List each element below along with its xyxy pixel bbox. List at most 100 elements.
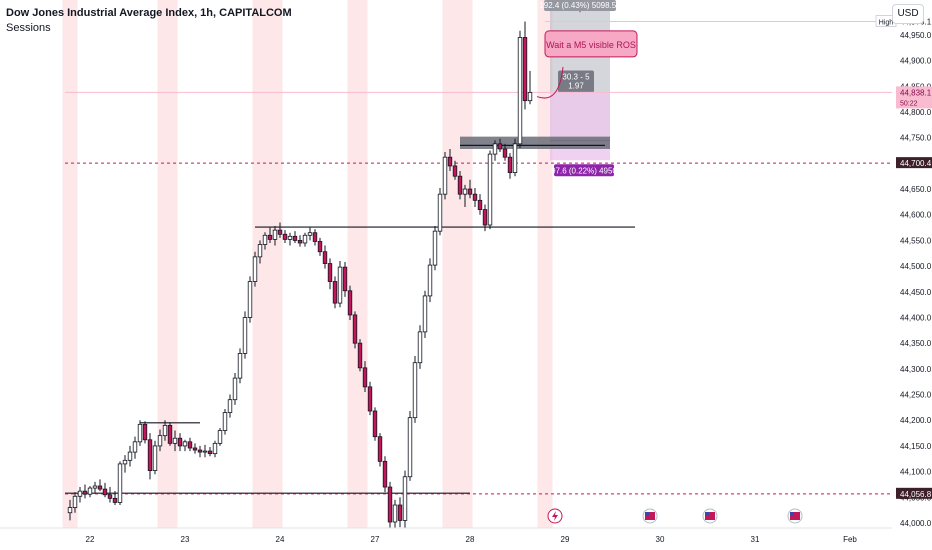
candle-body — [417, 331, 423, 364]
candle — [382, 456, 388, 493]
candle-body — [182, 441, 188, 447]
candle-body — [237, 353, 243, 379]
candle — [102, 482, 108, 498]
candle-body — [302, 234, 308, 244]
candle — [312, 229, 318, 246]
price-axis[interactable]: 44,950.044,900.044,850.044,800.044,750.0… — [875, 0, 932, 550]
time-tick-label: Feb — [843, 535, 857, 544]
chart-header: Dow Jones Industrial Average Index, 1h, … — [6, 6, 292, 36]
time-tick-label: 31 — [751, 535, 760, 544]
candle-body — [342, 266, 348, 292]
candle-body — [332, 281, 338, 304]
candle-body — [247, 281, 253, 318]
position-ratio-bg — [558, 70, 594, 93]
candle — [277, 222, 283, 238]
candle-body — [197, 449, 203, 453]
candle-body — [447, 156, 453, 167]
candle-body — [217, 430, 223, 444]
candle — [222, 408, 228, 435]
candle — [177, 433, 183, 452]
candle — [297, 235, 303, 247]
time-axis[interactable]: 22 23 24 27 28 29 30 31 Feb — [0, 527, 892, 550]
candle-body — [527, 92, 533, 102]
candle — [192, 443, 198, 454]
candle — [527, 70, 533, 105]
candle-body — [227, 399, 233, 413]
flag-icon-stripes — [705, 512, 715, 520]
candle-body — [422, 295, 428, 333]
candle — [317, 237, 323, 256]
flag-icon-canton — [645, 512, 649, 516]
candle — [247, 276, 253, 323]
annotations[interactable]: Wait a M5 visible ROS — [536, 30, 638, 99]
candle — [502, 143, 508, 161]
price-label-bg — [896, 86, 932, 109]
candle — [117, 461, 123, 506]
flag-icon-stripes — [645, 512, 655, 520]
candle — [347, 285, 353, 321]
candle — [267, 227, 273, 243]
price-tick-label: 44,550.0 — [900, 236, 932, 245]
symbol-title: Dow Jones Industrial Average Index, 1h, … — [6, 7, 292, 19]
candle-body — [347, 290, 353, 316]
candle — [197, 445, 203, 458]
candle — [477, 194, 483, 215]
price-tag: High — [879, 20, 894, 27]
sessions-indicator-label[interactable]: Sessions — [6, 22, 51, 34]
candle-body — [282, 233, 288, 240]
candle-body — [92, 485, 98, 489]
candle-body — [337, 266, 343, 304]
candle-body — [127, 451, 133, 461]
supply-zone — [460, 136, 610, 149]
position-ratio-line1: 30.3 - 5 — [562, 72, 590, 81]
event-markers[interactable] — [547, 508, 803, 524]
session-band — [157, 0, 178, 528]
candle — [292, 231, 298, 243]
session-band — [347, 0, 368, 528]
horizontal-lines[interactable] — [65, 21, 892, 495]
candle-body — [162, 424, 168, 437]
candle-body — [382, 460, 388, 488]
candle-body — [222, 412, 228, 431]
candle — [242, 311, 248, 359]
candle-body — [432, 230, 438, 266]
candle — [227, 394, 233, 418]
candle-body — [262, 234, 268, 245]
candle-body — [477, 199, 483, 210]
candle-body — [322, 251, 328, 264]
candle-body — [387, 486, 393, 523]
candle-body — [272, 229, 278, 240]
price-tick-label: 44,500.0 — [900, 262, 932, 271]
candle — [397, 497, 403, 528]
countdown-label: 50:22 — [900, 100, 918, 107]
candle-body — [317, 241, 323, 253]
candle-body — [187, 441, 193, 449]
candle — [407, 410, 413, 481]
candle — [217, 427, 223, 446]
candle — [512, 138, 518, 177]
candle — [462, 184, 468, 208]
candle — [327, 258, 333, 290]
candle — [287, 232, 293, 246]
candle-body — [97, 485, 103, 490]
candle — [87, 486, 93, 498]
candle — [432, 226, 438, 271]
candle-body — [177, 437, 183, 447]
candle-body — [167, 424, 173, 444]
candle — [212, 440, 218, 458]
candle-body — [397, 504, 403, 521]
candle — [492, 140, 498, 161]
currency-button[interactable]: USD — [892, 4, 924, 24]
bolt-icon-glyph — [552, 511, 558, 521]
price-tick-label: 44,200.0 — [900, 416, 932, 425]
candle-body — [117, 463, 123, 503]
candle — [257, 240, 263, 264]
candle-body — [312, 232, 318, 242]
candle-body — [472, 193, 478, 201]
candle-body — [137, 423, 143, 443]
candle — [342, 262, 348, 297]
session-band — [442, 0, 473, 528]
position-ratio-line2: 1.97 — [568, 81, 584, 90]
candle-body — [242, 317, 248, 354]
